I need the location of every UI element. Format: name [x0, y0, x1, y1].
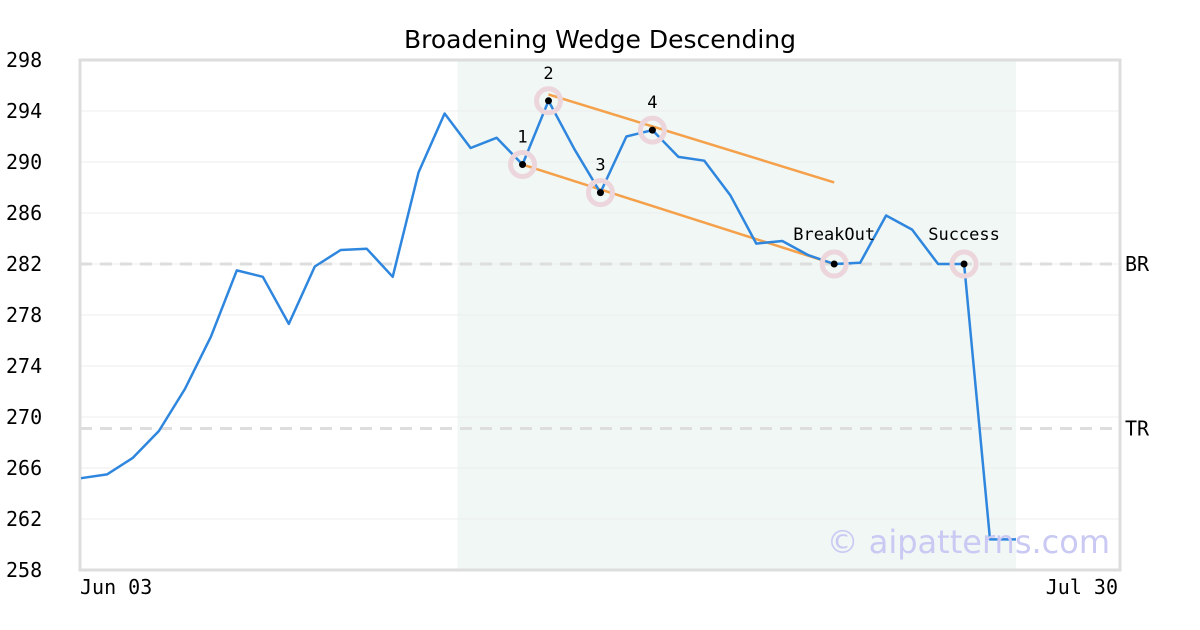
marker-label: Success — [928, 225, 1000, 245]
marker-halo — [534, 86, 563, 116]
trendline — [522, 163, 835, 266]
y-tick-label: 274 — [6, 354, 42, 378]
marker-halo — [508, 150, 538, 180]
chart-title: Broadening Wedge Descending — [404, 25, 796, 54]
marker-label: 3 — [595, 156, 605, 176]
y-tick-label: 270 — [6, 405, 42, 429]
markers: 1 2 3 4 BreakOut Success — [508, 64, 1000, 279]
marker-halo — [585, 178, 615, 208]
marker-dot — [545, 97, 552, 105]
trendlines — [522, 93, 835, 266]
plot-frame — [78, 58, 1122, 572]
marker-label: 1 — [517, 128, 527, 148]
marker-halo — [949, 249, 979, 279]
y-tick-label: 266 — [6, 456, 42, 480]
y-tick-label: 282 — [6, 252, 42, 276]
trendline — [548, 93, 835, 184]
watermark: © aipatterns.com — [827, 523, 1110, 561]
level-label-tr: TR — [1125, 416, 1150, 440]
x-tick-label-end: Jul 30 — [1046, 575, 1118, 599]
y-tick-label: 290 — [6, 150, 42, 174]
marker-dot — [830, 260, 838, 268]
marker-halo — [819, 249, 849, 279]
marker-dot — [960, 260, 968, 268]
x-tick-label-start: Jun 03 — [80, 575, 152, 599]
marker-halo — [637, 115, 667, 145]
y-tick-label: 286 — [6, 201, 42, 225]
y-tick-label: 258 — [6, 558, 42, 582]
marker-dot — [648, 126, 656, 134]
y-tick-label: 294 — [6, 99, 42, 123]
marker-label: BreakOut — [793, 225, 875, 245]
y-tick-label: 262 — [6, 507, 42, 531]
marker-label: 4 — [647, 93, 657, 113]
y-tick-label: 298 — [6, 48, 42, 72]
y-axis-ticks: 298 294 290 286 282 278 274 270 266 262 258 — [6, 48, 42, 582]
y-tick-label: 278 — [6, 303, 42, 327]
marker-dot — [519, 161, 527, 169]
marker-label: 2 — [543, 64, 553, 84]
level-label-br: BR — [1125, 252, 1150, 276]
marker-dot — [596, 189, 604, 197]
